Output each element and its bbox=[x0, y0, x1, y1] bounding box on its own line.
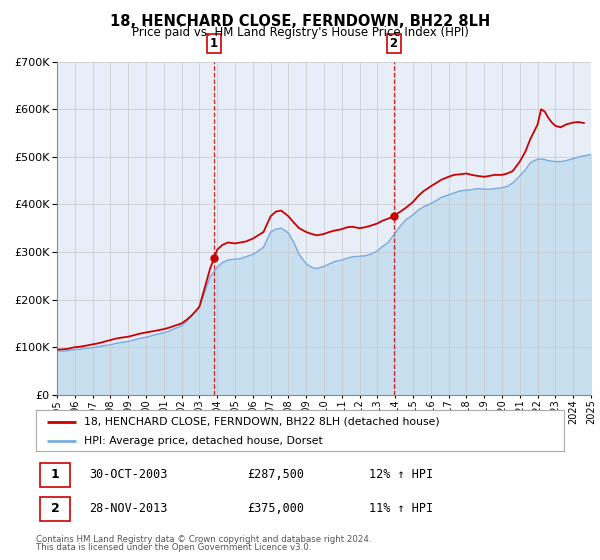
Text: 1: 1 bbox=[50, 468, 59, 481]
Text: Contains HM Land Registry data © Crown copyright and database right 2024.: Contains HM Land Registry data © Crown c… bbox=[36, 535, 371, 544]
FancyBboxPatch shape bbox=[40, 463, 70, 487]
Text: This data is licensed under the Open Government Licence v3.0.: This data is licensed under the Open Gov… bbox=[36, 543, 311, 552]
Text: £287,500: £287,500 bbox=[247, 468, 304, 481]
Text: 2: 2 bbox=[389, 37, 398, 50]
Text: 1: 1 bbox=[210, 37, 218, 50]
Text: 11% ↑ HPI: 11% ↑ HPI bbox=[368, 502, 433, 515]
Text: HPI: Average price, detached house, Dorset: HPI: Average price, detached house, Dors… bbox=[83, 436, 322, 446]
FancyBboxPatch shape bbox=[40, 497, 70, 521]
Text: 18, HENCHARD CLOSE, FERNDOWN, BH22 8LH (detached house): 18, HENCHARD CLOSE, FERNDOWN, BH22 8LH (… bbox=[83, 417, 439, 427]
Text: £375,000: £375,000 bbox=[247, 502, 304, 515]
Text: Price paid vs. HM Land Registry's House Price Index (HPI): Price paid vs. HM Land Registry's House … bbox=[131, 26, 469, 39]
Text: 28-NOV-2013: 28-NOV-2013 bbox=[89, 502, 167, 515]
Text: 2: 2 bbox=[50, 502, 59, 515]
Text: 12% ↑ HPI: 12% ↑ HPI bbox=[368, 468, 433, 481]
Text: 30-OCT-2003: 30-OCT-2003 bbox=[89, 468, 167, 481]
Text: 18, HENCHARD CLOSE, FERNDOWN, BH22 8LH: 18, HENCHARD CLOSE, FERNDOWN, BH22 8LH bbox=[110, 14, 490, 29]
